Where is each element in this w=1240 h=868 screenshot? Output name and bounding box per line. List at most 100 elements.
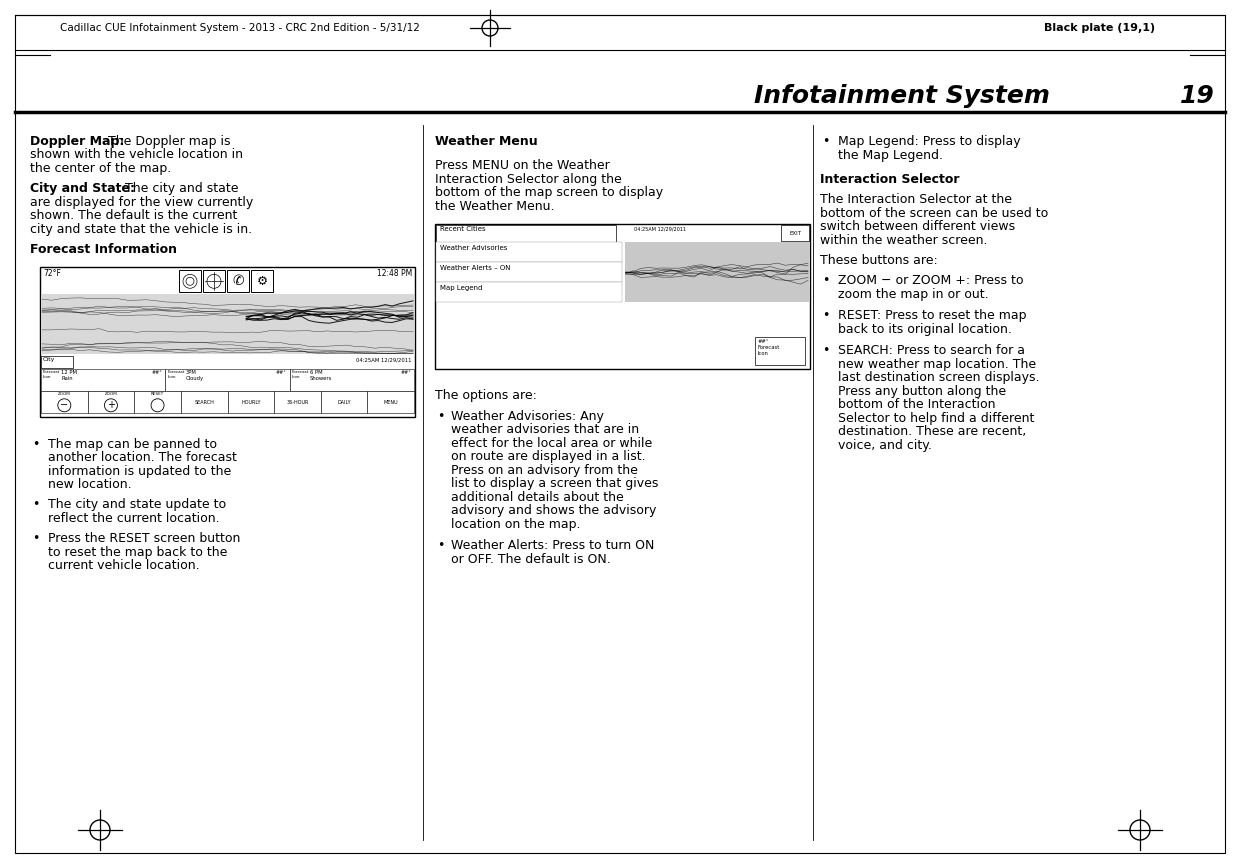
- Text: ##°
Forecast
Icon: ##° Forecast Icon: [758, 339, 780, 356]
- Bar: [41, 391, 88, 413]
- Text: on route are displayed in a list.: on route are displayed in a list.: [451, 450, 646, 464]
- Text: •: •: [32, 532, 40, 545]
- Text: are displayed for the view currently: are displayed for the view currently: [30, 196, 253, 208]
- Bar: [367, 391, 414, 413]
- Bar: [227, 270, 249, 293]
- Text: list to display a screen that gives: list to display a screen that gives: [451, 477, 658, 490]
- Bar: [203, 270, 224, 293]
- Text: The Interaction Selector at the: The Interaction Selector at the: [820, 193, 1012, 206]
- Text: •: •: [436, 539, 444, 552]
- Text: weather advisories that are in: weather advisories that are in: [451, 423, 639, 436]
- Bar: [290, 369, 414, 391]
- Text: ⚙: ⚙: [257, 275, 268, 288]
- Bar: [41, 294, 414, 354]
- Text: ZOOM − or ZOOM +: Press to: ZOOM − or ZOOM +: Press to: [838, 274, 1023, 287]
- Text: Weather Alerts: Press to turn ON: Weather Alerts: Press to turn ON: [451, 539, 655, 552]
- Text: The Doppler map is: The Doppler map is: [99, 135, 231, 148]
- Text: 04:25AM 12/29/2011: 04:25AM 12/29/2011: [634, 226, 686, 231]
- Text: zoom the map in or out.: zoom the map in or out.: [838, 287, 988, 300]
- Text: the Weather Menu.: the Weather Menu.: [435, 200, 554, 213]
- Text: shown. The default is the current: shown. The default is the current: [30, 209, 237, 222]
- Text: reflect the current location.: reflect the current location.: [48, 512, 219, 525]
- Text: 12:48 PM: 12:48 PM: [377, 269, 412, 279]
- Text: Recent Cities: Recent Cities: [440, 226, 486, 232]
- Bar: [165, 369, 290, 391]
- Bar: [88, 391, 134, 413]
- Text: ZOOM: ZOOM: [104, 392, 118, 397]
- Text: 3PM
Cloudy: 3PM Cloudy: [185, 371, 203, 381]
- Text: The options are:: The options are:: [435, 390, 537, 403]
- Text: destination. These are recent,: destination. These are recent,: [838, 425, 1027, 438]
- Text: The city and state: The city and state: [117, 182, 238, 195]
- Text: −: −: [61, 400, 68, 411]
- Text: Forecast Information: Forecast Information: [30, 243, 177, 256]
- Text: Forecast
Icon: Forecast Icon: [291, 371, 309, 379]
- Text: 72°F: 72°F: [43, 269, 61, 279]
- Text: back to its original location.: back to its original location.: [838, 323, 1012, 336]
- Text: The map can be panned to: The map can be panned to: [48, 437, 217, 450]
- Text: advisory and shows the advisory: advisory and shows the advisory: [451, 504, 656, 517]
- Text: •: •: [32, 437, 40, 450]
- Text: the Map Legend.: the Map Legend.: [838, 148, 942, 161]
- Text: •: •: [822, 345, 830, 358]
- Text: DAILY: DAILY: [337, 400, 351, 404]
- Bar: [41, 369, 165, 391]
- Text: •: •: [822, 135, 830, 148]
- Text: City and State:: City and State:: [30, 182, 135, 195]
- Text: Weather Advisories: Any: Weather Advisories: Any: [451, 410, 604, 423]
- Text: 19: 19: [1180, 84, 1215, 108]
- Text: ✆: ✆: [232, 274, 244, 288]
- Text: last destination screen displays.: last destination screen displays.: [838, 372, 1039, 385]
- Text: Map Legend: Map Legend: [440, 285, 482, 291]
- Text: These buttons are:: These buttons are:: [820, 253, 937, 266]
- Bar: [134, 391, 181, 413]
- Text: city and state that the vehicle is in.: city and state that the vehicle is in.: [30, 223, 252, 236]
- Text: Cadillac CUE Infotainment System - 2013 - CRC 2nd Edition - 5/31/12: Cadillac CUE Infotainment System - 2013 …: [60, 23, 420, 33]
- Text: Weather Advisories: Weather Advisories: [440, 245, 507, 251]
- Bar: [227, 391, 274, 413]
- Text: bottom of the screen can be used to: bottom of the screen can be used to: [820, 207, 1048, 220]
- Bar: [436, 225, 616, 242]
- Text: RESET: Press to reset the map: RESET: Press to reset the map: [838, 309, 1027, 322]
- Text: Doppler Map:: Doppler Map:: [30, 135, 124, 148]
- Text: Selector to help find a different: Selector to help find a different: [838, 411, 1034, 424]
- Text: new location.: new location.: [48, 478, 131, 491]
- Text: Interaction Selector along the: Interaction Selector along the: [435, 173, 621, 186]
- Text: Press MENU on the Weather: Press MENU on the Weather: [435, 160, 610, 173]
- Text: information is updated to the: information is updated to the: [48, 464, 231, 477]
- Text: 36-HOUR: 36-HOUR: [286, 400, 309, 404]
- Text: bottom of the map screen to display: bottom of the map screen to display: [435, 187, 663, 200]
- Text: Forecast
Icon: Forecast Icon: [167, 371, 185, 379]
- Text: 12 PM
Rain: 12 PM Rain: [61, 371, 77, 381]
- Text: •: •: [822, 274, 830, 287]
- Bar: [436, 262, 621, 282]
- Text: ##°: ##°: [401, 371, 410, 375]
- Bar: [41, 356, 73, 368]
- Text: The city and state update to: The city and state update to: [48, 498, 226, 511]
- Text: ZOOM: ZOOM: [58, 392, 71, 397]
- Text: HOURLY: HOURLY: [241, 400, 260, 404]
- Bar: [625, 242, 808, 302]
- Text: current vehicle location.: current vehicle location.: [48, 559, 200, 572]
- Bar: [781, 225, 808, 241]
- Text: bottom of the Interaction: bottom of the Interaction: [838, 398, 996, 411]
- Text: ##°: ##°: [277, 371, 286, 375]
- Text: the center of the map.: the center of the map.: [30, 162, 171, 175]
- Text: 04:25AM 12/29/2011: 04:25AM 12/29/2011: [357, 358, 412, 362]
- Text: additional details about the: additional details about the: [451, 490, 624, 503]
- Bar: [181, 391, 227, 413]
- Text: switch between different views: switch between different views: [820, 220, 1016, 233]
- Bar: [40, 267, 415, 418]
- Text: voice, and city.: voice, and city.: [838, 438, 932, 451]
- Text: Infotainment System: Infotainment System: [754, 84, 1050, 108]
- Text: RESET: RESET: [151, 392, 164, 397]
- Text: within the weather screen.: within the weather screen.: [820, 233, 987, 247]
- Text: to reset the map back to the: to reset the map back to the: [48, 546, 227, 558]
- Text: shown with the vehicle location in: shown with the vehicle location in: [30, 148, 243, 161]
- Bar: [321, 391, 367, 413]
- Text: SEARCH: SEARCH: [195, 400, 215, 404]
- Text: Press the RESET screen button: Press the RESET screen button: [48, 532, 241, 545]
- Text: Weather Alerts – ON: Weather Alerts – ON: [440, 265, 511, 271]
- Text: 6 PM
Showers: 6 PM Showers: [310, 371, 332, 381]
- Text: EXIT: EXIT: [789, 231, 801, 235]
